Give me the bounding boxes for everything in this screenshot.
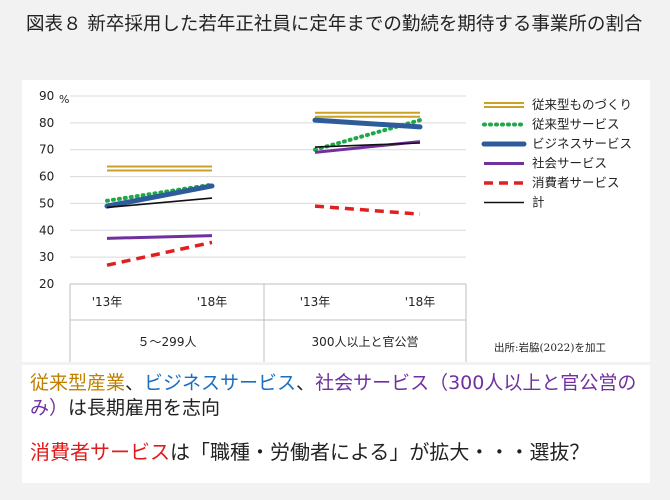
y-tick-label: 80 (39, 116, 54, 130)
summary-line-1-run: 、 (125, 372, 145, 394)
series-line-2 (104, 183, 215, 209)
series-line-2 (312, 117, 423, 130)
y-tick-label: 70 (39, 143, 54, 157)
summary-line-2: 消費者サービスは「職種・労働者による」が拡大・・・選抜？ (30, 439, 642, 465)
x-tick-label: '18年 (405, 295, 436, 309)
y-tick-label: 40 (39, 223, 54, 237)
summary-line-1-run: は長期雇用を志向 (68, 397, 221, 419)
summary-line-1-run: 社会サービス（300人以上と官公営のみ） (30, 372, 637, 419)
series-line-4 (314, 204, 421, 216)
legend-label: 計 (532, 195, 545, 210)
legend-label: 消費者サービス (532, 175, 620, 190)
series-line-5 (106, 197, 213, 209)
x-tick-label: '18年 (197, 295, 228, 309)
summary-line-1: 従来型産業、ビジネスサービス、社会サービス（300人以上と官公営のみ）は長期雇用… (30, 371, 642, 421)
summary-line-2-run: は「職種・労働者による」が拡大・・・選抜？ (170, 440, 590, 464)
x-tick-label: '13年 (92, 295, 123, 309)
summary-line-2-run: 消費者サービス (30, 440, 170, 464)
line-chart: 20 30 40 50 60 70 80 90 % '13年 '18年 ５～299人 '13年 '18年 3… (39, 89, 632, 362)
y-tick-label: 50 (39, 196, 54, 210)
page-title: 図表８ 新卒採用した若年正社員に定年までの勤続を期待する事業所の割合 (26, 14, 643, 35)
y-tick-label: 20 (39, 277, 54, 291)
summary-line-1-run: 、 (296, 372, 316, 394)
legend-label: 従来型サービス (532, 117, 620, 132)
x-tick-label: '13年 (300, 295, 331, 309)
y-tick-label: 60 (39, 170, 54, 184)
legend-label: ビジネスサービス (532, 136, 632, 151)
summary-line-1-run: ビジネスサービス (144, 372, 297, 394)
series-line-4 (106, 240, 213, 267)
chart-panel: 20 30 40 50 60 70 80 90% '13年 '18年 ５～299人 '13年 '18年 3… (22, 80, 650, 362)
y-tick-label: 30 (39, 250, 54, 264)
series-line-5 (314, 142, 421, 148)
x-group-label: 300人以上と官公営 (312, 334, 419, 349)
y-unit-label: % (59, 93, 69, 106)
series-line-3 (106, 234, 213, 240)
source-note: 出所:岩脇(2022)を加工 (494, 341, 606, 354)
y-tick-label: 90 (39, 89, 54, 103)
legend-label: 従来型ものづくり (532, 97, 632, 112)
summary-panel: 従来型産業、ビジネスサービス、社会サービス（300人以上と官公営のみ）は長期雇用… (22, 365, 650, 483)
x-group-label: ５～299人 (138, 335, 197, 349)
summary-line-1-run: 従来型産業 (30, 372, 126, 394)
legend-label: 社会サービス (532, 156, 607, 171)
